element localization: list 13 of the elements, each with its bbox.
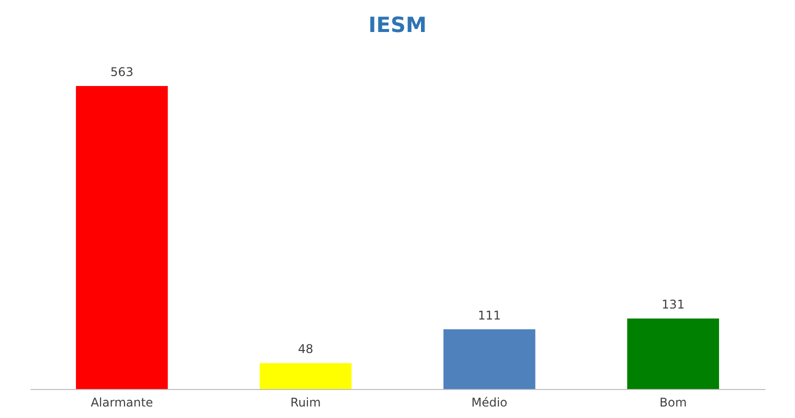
data-label: 111 [478, 308, 501, 322]
x-tick-label: Ruim [290, 396, 321, 410]
x-tick-label: Médio [471, 396, 508, 410]
bar [627, 318, 720, 389]
data-label: 48 [298, 342, 314, 356]
chart-title: IESM [368, 13, 427, 37]
data-label: 563 [110, 65, 134, 79]
data-label: 131 [662, 297, 685, 312]
x-tick-label: Alarmante [90, 396, 154, 410]
bar [443, 329, 536, 389]
bar [260, 363, 352, 389]
x-tick-label: Bom [659, 396, 687, 410]
bar [76, 86, 168, 389]
